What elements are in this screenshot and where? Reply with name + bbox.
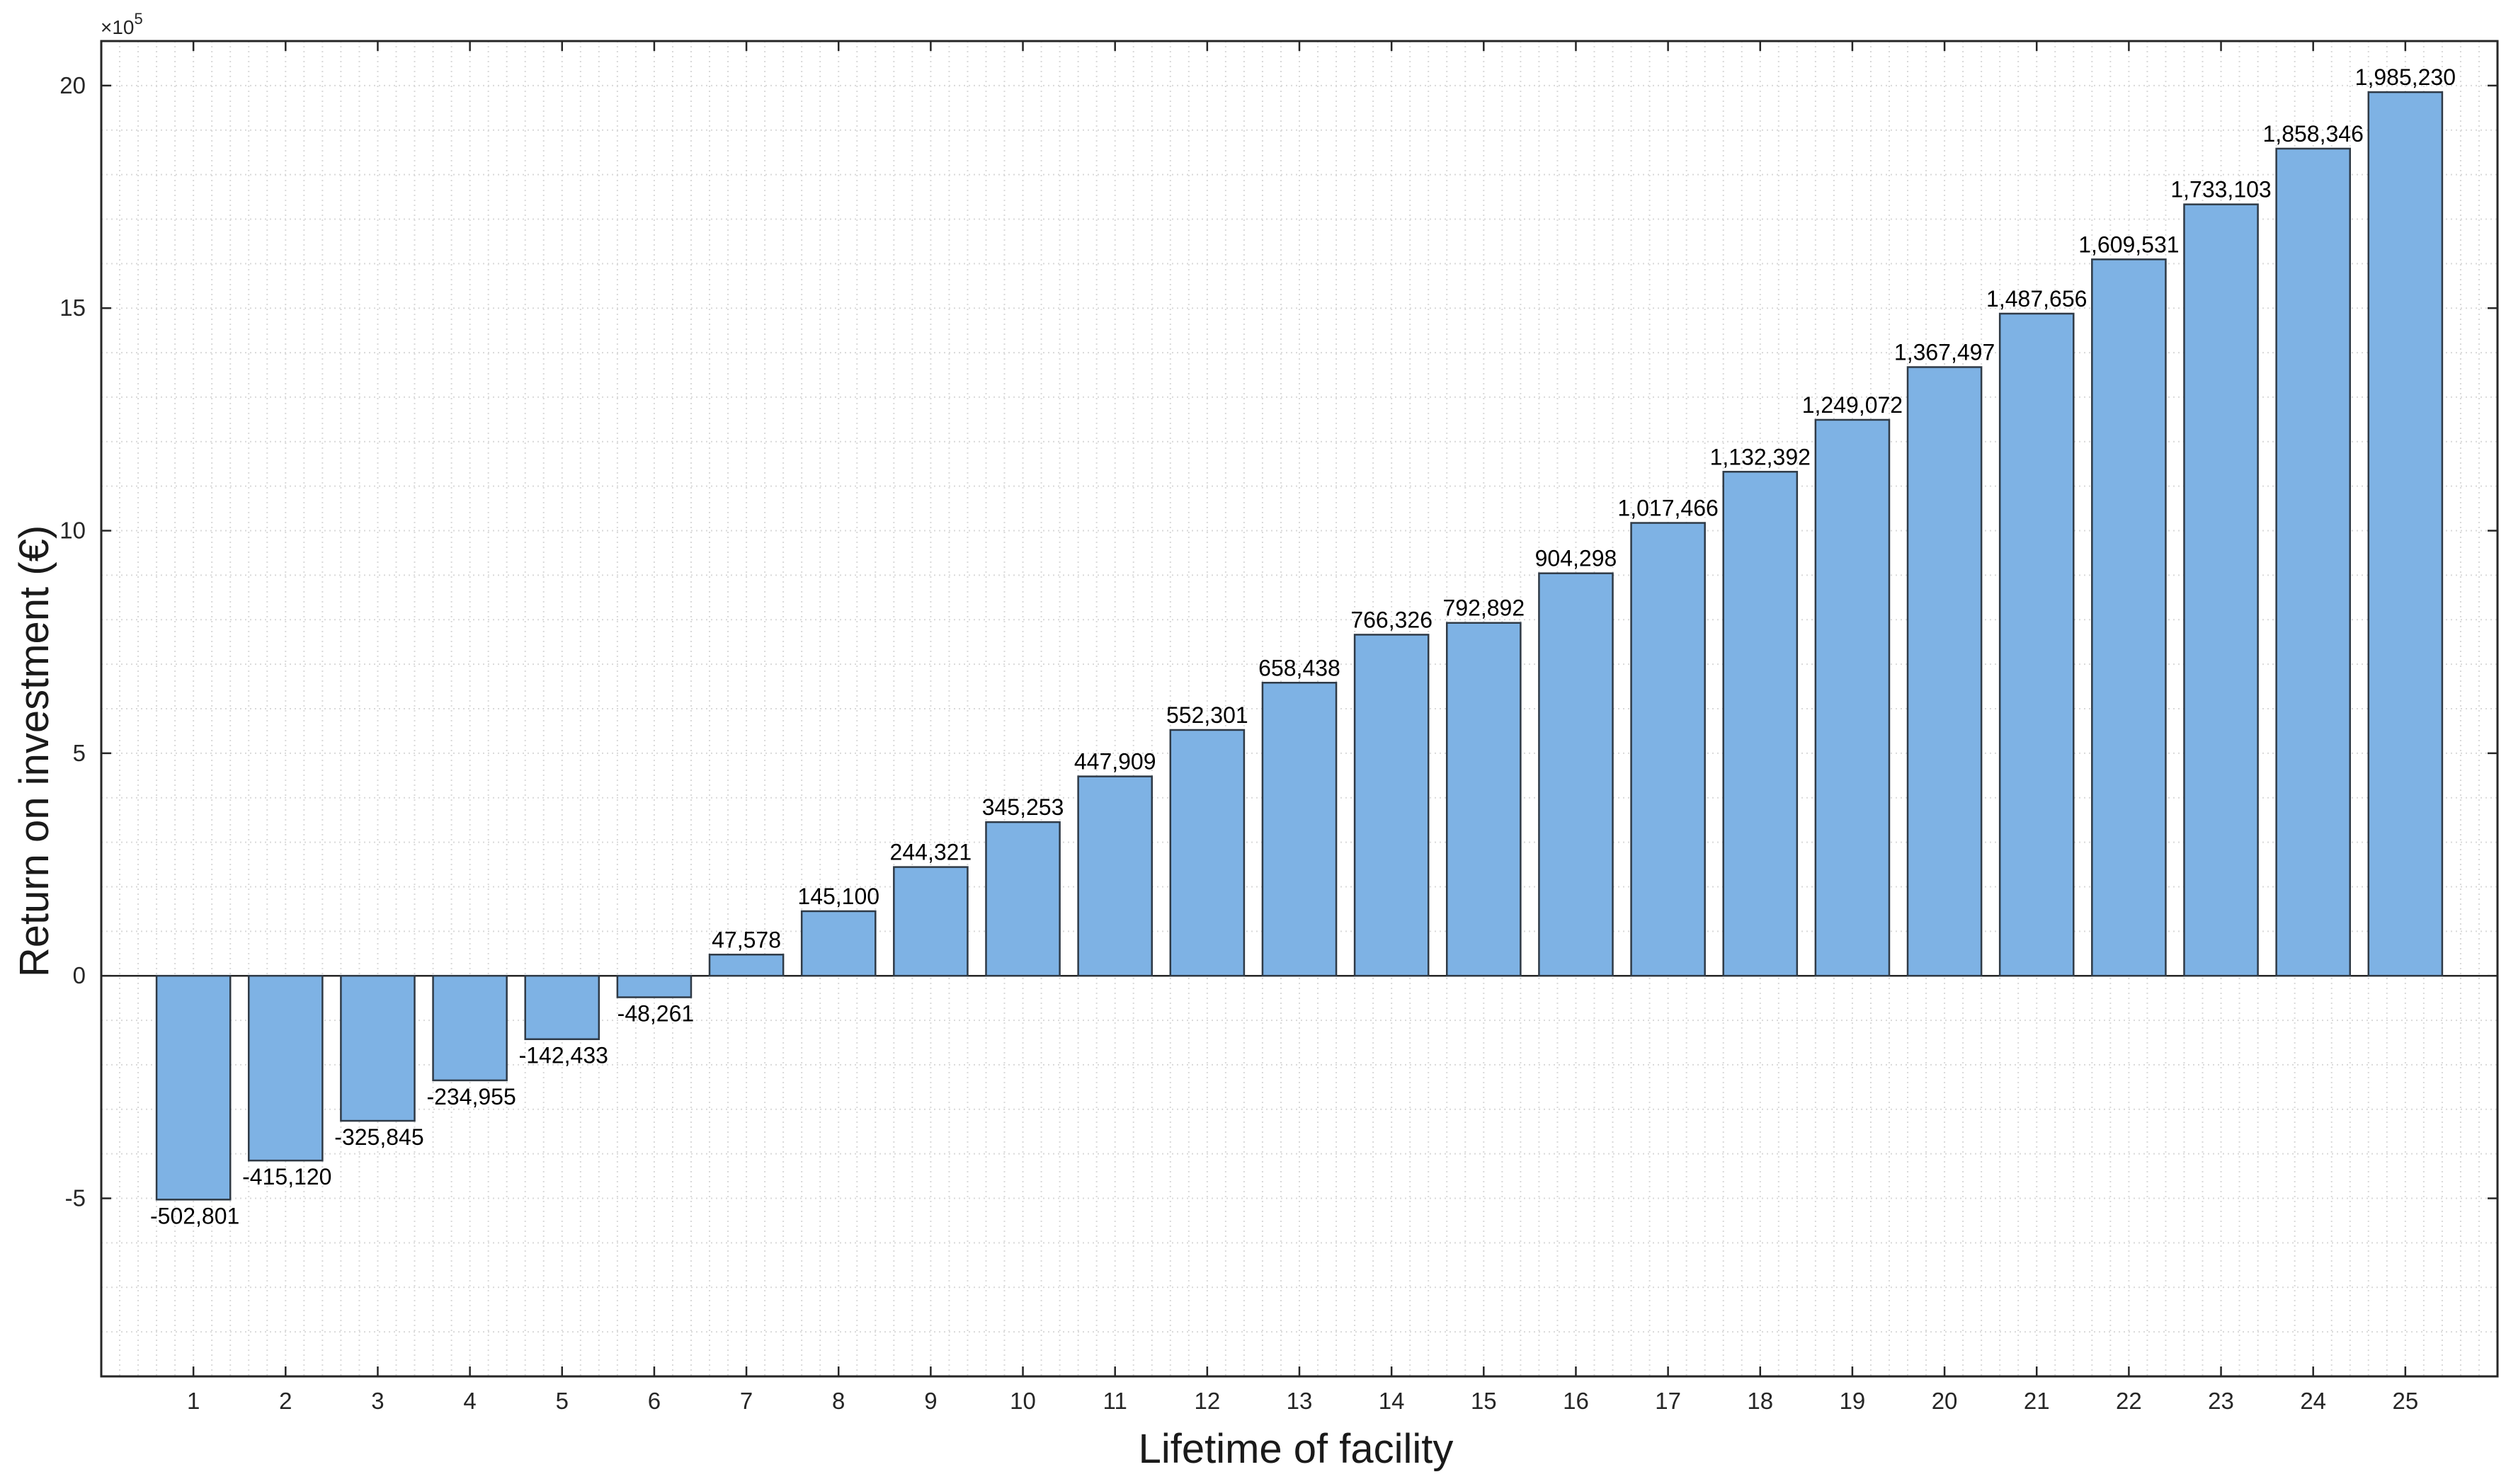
data-label: 904,298 [1535,546,1617,571]
data-label: -415,120 [242,1164,331,1189]
x-tick-label: 10 [1010,1388,1036,1414]
x-tick-label: 19 [1840,1388,1866,1414]
data-label: 792,892 [1442,595,1525,621]
bar [1353,634,1430,977]
bar [1814,418,1891,977]
data-label: 1,985,230 [2355,64,2456,90]
data-label: -502,801 [150,1203,239,1228]
x-tick-label: 3 [371,1388,384,1414]
bar [1722,471,1799,977]
bar [616,974,693,998]
data-label: 1,017,466 [1617,496,1718,521]
y-tick-label: 5 [73,740,86,766]
x-tick-label: 16 [1563,1388,1589,1414]
bar [893,866,969,977]
y-tick-label: 10 [59,518,86,544]
data-label: 47,578 [712,927,781,952]
data-label: -142,433 [519,1043,608,1068]
x-tick-label: 25 [2392,1388,2418,1414]
data-labels: -502,801-415,120-325,845-234,955-142,433… [150,64,2456,1228]
x-tick-label: 24 [2300,1388,2326,1414]
x-tick-label: 23 [2208,1388,2234,1414]
data-label: 1,733,103 [2170,177,2271,202]
x-tick-label: 2 [279,1388,292,1414]
bar [432,974,508,1082]
bar [524,974,600,1040]
x-tick-label: 17 [1655,1388,1681,1414]
bar [1538,572,1614,977]
data-label: -234,955 [426,1084,516,1109]
x-tick-label: 8 [832,1388,845,1414]
x-axis-title: Lifetime of facility [1139,1426,1454,1472]
data-label: 244,321 [890,840,972,865]
bar [1077,775,1154,977]
y-tick-label: 0 [73,962,86,988]
data-label: 658,438 [1258,655,1340,680]
x-tick-label: 11 [1103,1388,1127,1414]
bar [1445,622,1522,977]
y-axis-title: Return on investment (€) [11,525,57,977]
data-label: 1,858,346 [2263,121,2364,147]
x-tick-label: 22 [2116,1388,2142,1414]
bar [2275,147,2352,977]
data-label: 345,253 [982,794,1064,820]
y-tick-label: 20 [59,72,86,98]
x-tick-label: 14 [1379,1388,1405,1414]
bar [155,974,232,1201]
y-tick-label: -5 [65,1185,86,1211]
x-tick-label: 4 [463,1388,476,1414]
data-label: 1,487,656 [1986,286,2087,312]
data-label: 447,909 [1074,749,1156,775]
bar [708,954,785,977]
data-label: 766,326 [1350,607,1433,632]
bar [247,974,324,1162]
y-tick-label: 15 [59,295,86,321]
bar [2091,258,2167,977]
x-axis-ticks: 1 2 3 4 5 6 7 8 9 10 11 12 13 14 15 16 17 18 19 20 21 22 23 24 2… [187,41,2418,1414]
bar [2183,203,2259,977]
x-tick-label: 12 [1194,1388,1220,1414]
x-tick-label: 7 [740,1388,753,1414]
bar [1906,366,1983,977]
data-label: -325,845 [334,1124,423,1150]
bar [1630,522,1706,977]
bar [2367,91,2444,977]
bar [1998,312,2075,977]
data-label: 552,301 [1166,702,1248,728]
bar [985,821,1061,977]
bar [1169,729,1246,977]
data-label: 1,249,072 [1802,392,1903,418]
data-label: 1,132,392 [1710,444,1811,469]
x-tick-label: 15 [1471,1388,1497,1414]
data-label: 1,367,497 [1894,340,1995,365]
bar [800,910,877,977]
x-tick-label: 13 [1287,1388,1313,1414]
bars [155,91,2444,1201]
x-tick-label: 9 [924,1388,937,1414]
x-tick-label: 1 [187,1388,200,1414]
data-label: -48,261 [617,1001,695,1027]
x-tick-label: 5 [556,1388,569,1414]
x-tick-label: 6 [648,1388,661,1414]
data-label: 145,100 [797,884,879,909]
x-tick-label: 18 [1747,1388,1773,1414]
y-axis-ticks: -5 0 5 10 15 20 [59,72,2498,1211]
bar [340,974,416,1122]
x-tick-label: 20 [1932,1388,1958,1414]
bar [1261,682,1338,977]
x-tick-label: 21 [2024,1388,2050,1414]
y-axis-multiplier: ×105 [101,10,143,38]
data-label: 1,609,531 [2078,232,2179,257]
